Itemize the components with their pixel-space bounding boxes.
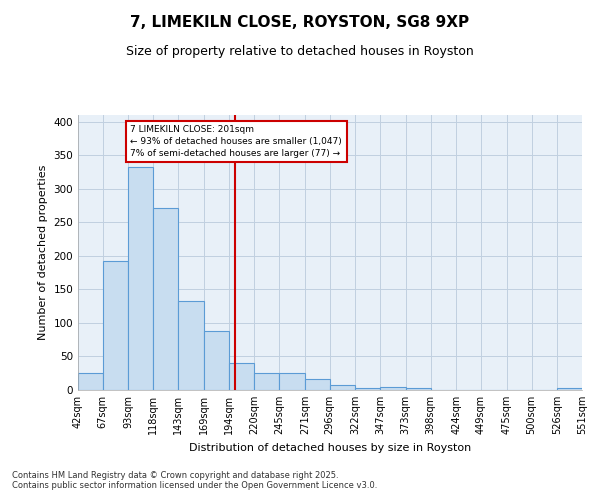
Bar bbox=[305, 380, 329, 390]
Bar bbox=[254, 372, 279, 390]
Bar bbox=[329, 384, 355, 390]
Bar bbox=[178, 302, 204, 390]
Bar bbox=[153, 208, 178, 390]
Bar bbox=[355, 388, 380, 390]
Text: 7, LIMEKILN CLOSE, ROYSTON, SG8 9XP: 7, LIMEKILN CLOSE, ROYSTON, SG8 9XP bbox=[130, 15, 470, 30]
Bar bbox=[78, 373, 103, 390]
Bar bbox=[128, 166, 153, 390]
Text: Size of property relative to detached houses in Royston: Size of property relative to detached ho… bbox=[126, 45, 474, 58]
Bar bbox=[380, 388, 406, 390]
Text: 7 LIMEKILN CLOSE: 201sqm
← 93% of detached houses are smaller (1,047)
7% of semi: 7 LIMEKILN CLOSE: 201sqm ← 93% of detach… bbox=[130, 125, 342, 158]
Text: Contains HM Land Registry data © Crown copyright and database right 2025.
Contai: Contains HM Land Registry data © Crown c… bbox=[12, 470, 377, 490]
Bar bbox=[229, 363, 254, 390]
Bar bbox=[557, 388, 582, 390]
Bar bbox=[406, 388, 431, 390]
X-axis label: Distribution of detached houses by size in Royston: Distribution of detached houses by size … bbox=[189, 442, 471, 452]
Bar bbox=[204, 331, 229, 390]
Bar bbox=[279, 372, 305, 390]
Bar bbox=[103, 260, 128, 390]
Y-axis label: Number of detached properties: Number of detached properties bbox=[38, 165, 48, 340]
